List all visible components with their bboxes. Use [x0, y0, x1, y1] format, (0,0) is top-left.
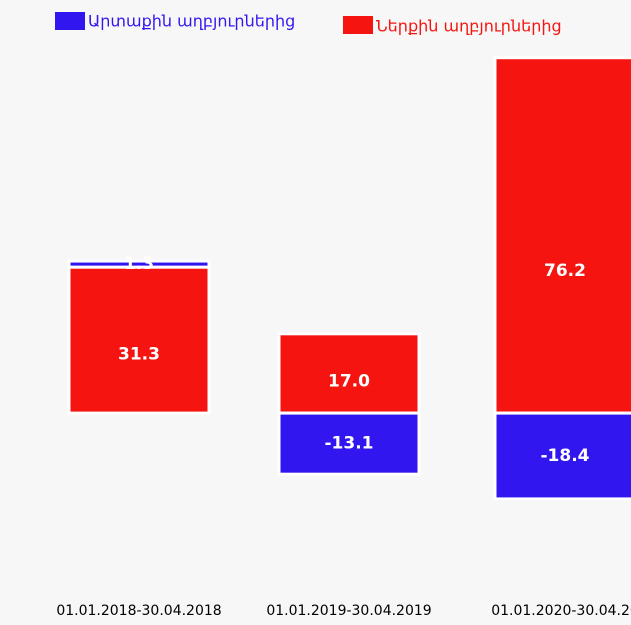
x-tick-label: 01.01.2018-30.04.2018 [56, 603, 221, 619]
x-tick-label: 01.01.2020-30.04.20 [491, 603, 631, 619]
bar [277, 332, 421, 415]
data-label: -18.4 [541, 446, 590, 466]
bar [493, 411, 631, 501]
legend-label: Ներքին աղբյուրներից [376, 17, 562, 36]
legend-swatch [55, 12, 85, 30]
legend-swatch [343, 16, 373, 34]
data-label: 1.3 [124, 254, 154, 274]
data-label: 76.2 [544, 261, 586, 281]
data-label: 17.0 [328, 371, 370, 391]
bar [493, 56, 631, 415]
bar [67, 259, 211, 269]
legend: Արտաքին աղբյուրներից Ներքին աղբյուրներից [55, 12, 562, 36]
legend-label: Արտաքին աղբյուրներից [88, 12, 295, 31]
bar [277, 411, 421, 476]
x-tick-label: 01.01.2019-30.04.2019 [266, 603, 431, 619]
data-label: 31.3 [118, 345, 160, 365]
bar [67, 265, 211, 415]
data-label: -13.1 [325, 434, 374, 454]
